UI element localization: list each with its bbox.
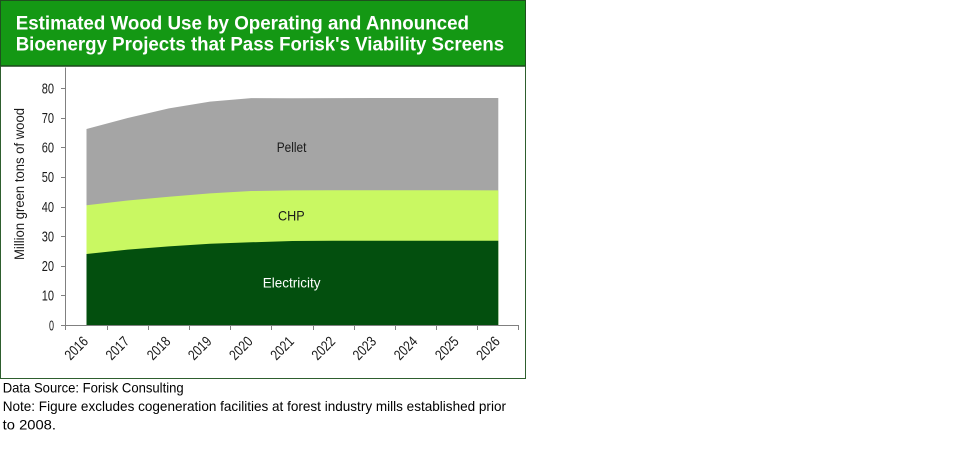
svg-text:to 2008.: to 2008.	[3, 417, 56, 433]
svg-text:Million green tons of wood: Million green tons of wood	[12, 108, 27, 260]
svg-text:Estimated Wood Use by Operatin: Estimated Wood Use by Operating and Anno…	[16, 14, 469, 35]
svg-text:30: 30	[42, 229, 54, 245]
svg-text:50: 50	[42, 170, 54, 186]
svg-text:Pellet: Pellet	[277, 139, 307, 155]
svg-text:20: 20	[42, 259, 54, 275]
svg-text:70: 70	[42, 111, 54, 127]
svg-text:80: 80	[42, 81, 54, 97]
svg-text:Bioenergy Projects that Pass F: Bioenergy Projects that Pass Forisk's Vi…	[16, 35, 505, 56]
svg-text:10: 10	[42, 289, 54, 305]
svg-text:Data Source: Forisk Consulting: Data Source: Forisk Consulting	[3, 379, 184, 395]
svg-text:0: 0	[49, 318, 54, 334]
svg-text:40: 40	[42, 200, 54, 216]
svg-text:60: 60	[42, 141, 54, 157]
svg-text:Note: Figure excludes cogenera: Note: Figure excludes cogeneration facil…	[3, 398, 507, 414]
svg-text:CHP: CHP	[278, 207, 305, 223]
svg-text:Electricity: Electricity	[263, 274, 321, 290]
